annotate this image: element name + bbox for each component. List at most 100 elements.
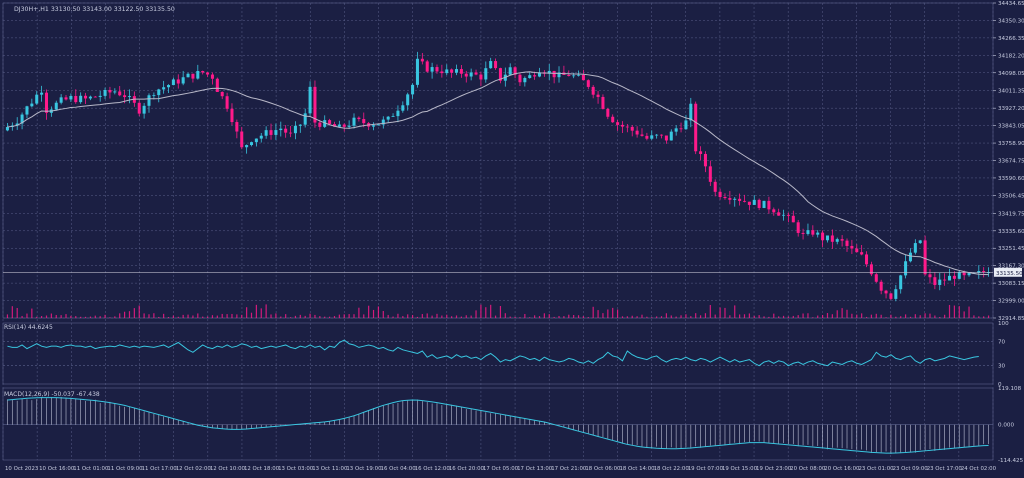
time-tick-label: 20 Oct 08:00	[790, 466, 826, 472]
candle-body	[718, 191, 722, 197]
volume-bar	[480, 304, 482, 318]
volume-bar	[856, 314, 858, 318]
candle-body	[274, 130, 278, 135]
candle-body	[30, 103, 34, 107]
volume-bar	[875, 313, 877, 318]
candle-body	[938, 279, 942, 285]
volume-bar	[314, 314, 316, 318]
volume-bar	[294, 315, 297, 318]
candle-body	[747, 201, 751, 205]
time-tick-label: 10 Oct 16:00	[39, 466, 75, 472]
volume-bar	[304, 315, 306, 318]
volume-bar	[865, 316, 868, 318]
candle-body	[694, 103, 698, 152]
time-tick-label: 13 Oct 11:00	[312, 466, 348, 472]
volume-bar	[685, 314, 687, 318]
candle-body	[728, 198, 732, 200]
time-tick-label: 17 Oct 21:00	[551, 466, 587, 472]
volume-bar	[548, 314, 550, 318]
candle-body	[884, 290, 888, 294]
candle-body	[757, 199, 761, 208]
candle-body	[469, 72, 473, 77]
candle-body	[137, 102, 141, 114]
volume-bar	[773, 313, 775, 318]
candle-body	[284, 128, 288, 133]
volume-bar	[768, 316, 770, 318]
time-tick-label: 11 Oct 01:00	[73, 466, 109, 472]
volume-bar	[524, 313, 526, 318]
candle-body	[533, 75, 537, 77]
volume-bar	[797, 315, 799, 318]
candle-body	[865, 254, 869, 265]
candle-body	[425, 61, 429, 72]
macd-tick-label: 119.108	[998, 386, 1022, 392]
volume-bar	[690, 316, 692, 318]
current-price-label: 33135.50	[996, 271, 1023, 277]
candle-body	[791, 215, 795, 223]
time-tick-label: 24 Oct 02:00	[961, 466, 997, 472]
candle-body	[933, 277, 937, 285]
candle-body	[15, 123, 19, 126]
candle-body	[293, 125, 297, 134]
volume-bar	[792, 315, 794, 318]
rsi-tick-label: 30	[998, 364, 1006, 370]
symbol-info-label: DJ30H+,H1 33130.50 33143.00 33122.50 331…	[14, 6, 175, 13]
candle-body	[225, 96, 229, 109]
candle-body	[616, 122, 620, 125]
volume-bar	[26, 313, 28, 318]
volume-bar	[699, 315, 702, 318]
candle-body	[396, 110, 400, 117]
volume-bar	[221, 313, 223, 318]
volume-bar	[660, 316, 663, 318]
time-tick-label: 18 Oct 14:00	[619, 466, 655, 472]
candle-body	[952, 275, 956, 279]
volume-bar	[65, 314, 67, 318]
volume-bar	[455, 315, 458, 318]
candle-body	[464, 73, 468, 77]
volume-bar	[41, 315, 43, 318]
candle-body	[738, 198, 742, 201]
candle-body	[20, 114, 24, 124]
time-tick-label: 16 Oct 12:00	[415, 466, 451, 472]
price-tick-label: 33167.30	[998, 264, 1024, 270]
candle-body	[567, 74, 571, 77]
rsi-tick-label: 0	[998, 382, 1002, 388]
time-tick-label: 23 Oct 01:00	[858, 466, 894, 472]
candle-body	[459, 69, 463, 74]
moving-average	[7, 71, 989, 276]
time-tick-label: 19 Oct 15:00	[722, 466, 758, 472]
volume-bar	[729, 315, 731, 318]
volume-bar	[163, 313, 165, 318]
grid-lines	[2, 2, 994, 460]
price-tick-label: 34182.20	[998, 53, 1024, 59]
volume-bar	[11, 306, 13, 318]
volume-bar	[836, 310, 838, 318]
candle-body	[474, 72, 478, 75]
time-tick-label: 23 Oct 09:00	[893, 466, 929, 472]
candle-body	[357, 117, 361, 120]
time-tick-label: 12 Oct 02:00	[176, 466, 212, 472]
candle-body	[830, 235, 834, 242]
rsi-title: RSI(14) 44.6245	[4, 324, 53, 331]
candle-body	[352, 117, 356, 126]
volume-bar	[568, 314, 570, 318]
volume-bar	[343, 314, 345, 318]
time-tick-label: 19 Oct 07:00	[688, 466, 724, 472]
volume-bar	[104, 314, 106, 318]
rsi-panel: 100 70 30 0	[3, 321, 1009, 388]
candle-body	[660, 134, 664, 136]
candle-body	[713, 181, 717, 192]
candle-body	[381, 119, 385, 125]
price-tick-label: 34011.35	[998, 89, 1024, 95]
candle-body	[894, 289, 898, 299]
time-tick-label: 11 Oct 09:00	[107, 466, 143, 472]
volume-bar	[675, 316, 677, 318]
candle-body	[947, 275, 952, 281]
candle-body	[176, 79, 180, 84]
volume-bar	[333, 316, 336, 318]
candle-body	[806, 230, 810, 234]
candle-body	[625, 126, 629, 128]
volume-bar	[734, 305, 736, 318]
